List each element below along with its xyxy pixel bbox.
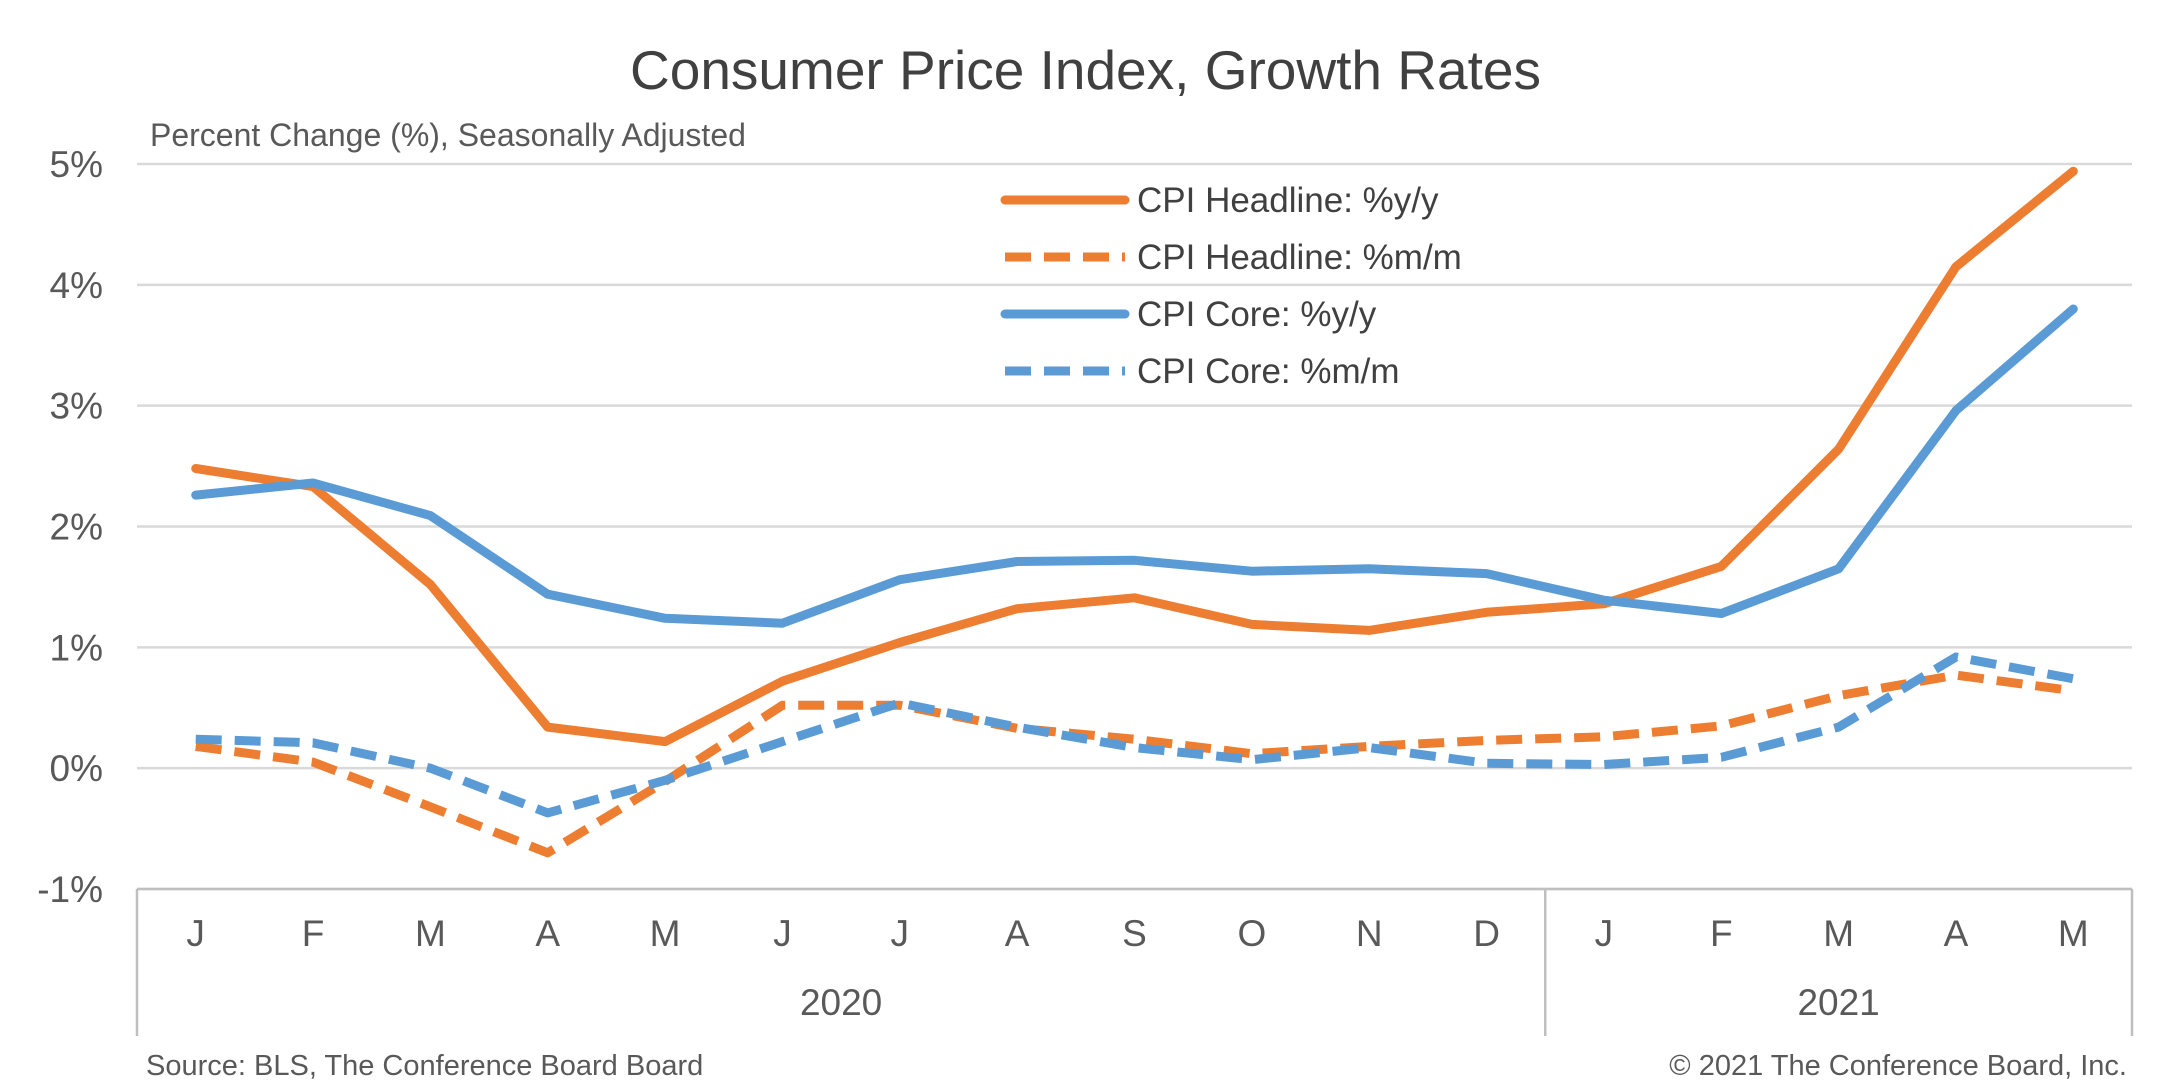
- x-tick-label: J: [891, 913, 910, 954]
- y-tick-label: -1%: [37, 869, 103, 910]
- year-label: 2020: [800, 982, 882, 1023]
- y-tick-label: 1%: [50, 627, 103, 668]
- gridlines: [137, 162, 2132, 891]
- copyright-note: © 2021 The Conference Board, Inc.: [1669, 1050, 2127, 1082]
- series-line-0: [191, 166, 2078, 747]
- x-tick-label: F: [302, 913, 325, 954]
- y-tick-label: 3%: [50, 386, 103, 427]
- x-tick-label: M: [650, 913, 681, 954]
- x-tick-label: N: [1356, 913, 1383, 954]
- x-tick-label: S: [1122, 913, 1147, 954]
- series-line-2: [191, 304, 2078, 628]
- x-tick-label: O: [1237, 913, 1266, 954]
- series-line-1: [195, 670, 2074, 858]
- source-note: Source: BLS, The Conference Board Board: [146, 1050, 704, 1082]
- legend-label: CPI Core: %y/y: [1137, 295, 1377, 334]
- x-tick-label: M: [2058, 913, 2089, 954]
- y-axis-ticks: 5% 4% 3% 2% 1% 0% -1%: [37, 144, 103, 910]
- series-line-3: [195, 652, 2075, 818]
- x-tick-label: J: [773, 913, 792, 954]
- legend-label: CPI Headline: %m/m: [1137, 238, 1462, 277]
- x-tick-label: M: [415, 913, 446, 954]
- x-tick-label: J: [186, 913, 205, 954]
- x-tick-label: A: [1005, 913, 1030, 954]
- chart-subtitle: Percent Change (%), Seasonally Adjusted: [150, 117, 746, 153]
- legend-label: CPI Core: %m/m: [1137, 352, 1400, 391]
- year-label: 2021: [1797, 982, 1879, 1023]
- x-tick-label: M: [1823, 913, 1854, 954]
- x-tick-label: D: [1473, 913, 1500, 954]
- series-lines: [191, 166, 2078, 858]
- y-tick-label: 5%: [50, 144, 103, 185]
- legend-label: CPI Headline: %y/y: [1137, 181, 1439, 220]
- x-axis: J F M A M J J A S O N D J F M A M 2020 2021: [135, 887, 2134, 1036]
- y-tick-label: 4%: [50, 265, 103, 306]
- x-tick-label: F: [1710, 913, 1733, 954]
- y-tick-label: 0%: [50, 748, 103, 789]
- y-tick-label: 2%: [50, 507, 103, 548]
- x-tick-label: A: [535, 913, 560, 954]
- x-tick-label: J: [1595, 913, 1614, 954]
- legend: CPI Headline: %y/y CPI Headline: %m/m CPI …: [1000, 181, 1462, 391]
- chart-title: Consumer Price Index, Growth Rates: [630, 39, 1541, 101]
- x-tick-label: A: [1944, 913, 1969, 954]
